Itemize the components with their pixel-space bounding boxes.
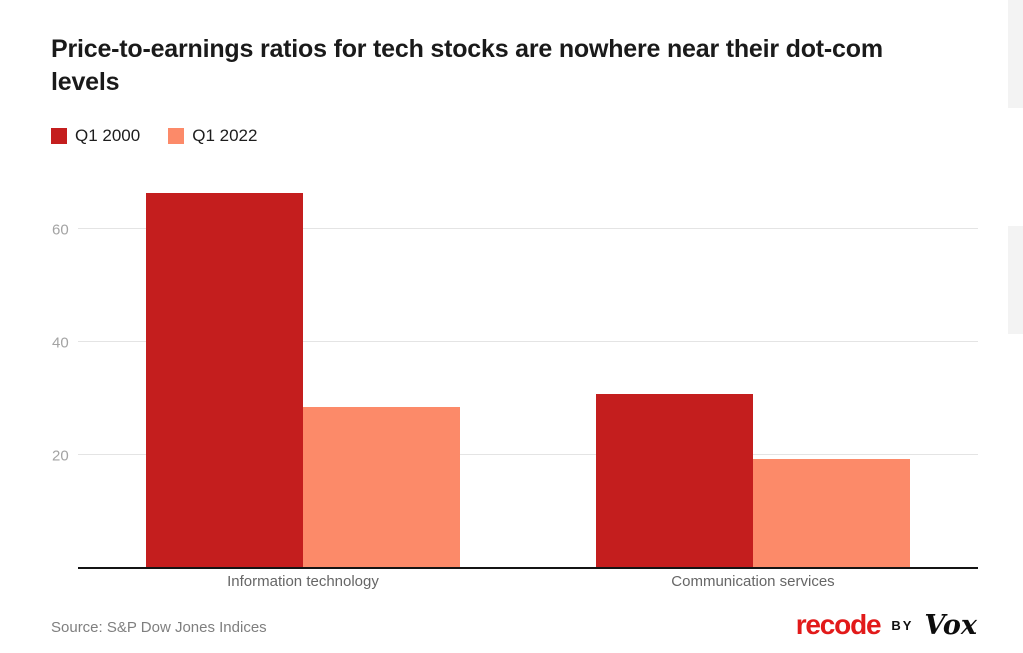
legend: Q1 2000 Q1 2022: [51, 126, 257, 146]
brand-lockup: recode BY Vox: [796, 609, 977, 641]
source-note: Source: S&P Dow Jones Indices: [51, 619, 267, 636]
legend-label-q1-2000: Q1 2000: [75, 126, 141, 145]
legend-label-q1-2022: Q1 2022: [192, 126, 258, 145]
legend-swatch-q1-2000: [51, 128, 67, 144]
cropped-content-artifact: [1008, 0, 1023, 108]
plot-area: 20 40 60: [52, 173, 978, 569]
bar-group-information-technology: [78, 173, 528, 568]
bar-q1-2000-information-technology: [146, 193, 303, 568]
x-axis-labels: Information technology Communication serv…: [78, 573, 978, 590]
bar-group-communication-services: [528, 173, 978, 568]
bar-q1-2000-communication-services: [596, 393, 753, 568]
legend-item-q1-2022: Q1 2022: [168, 126, 257, 146]
vox-logo: Vox: [924, 609, 977, 641]
by-label: BY: [891, 617, 914, 633]
bar-q1-2022-information-technology: [303, 406, 460, 568]
legend-item-q1-2000: Q1 2000: [51, 126, 140, 146]
gridline-60: [78, 228, 978, 230]
y-tick-label-60: 60: [52, 221, 69, 239]
chart-title: Price-to-earnings ratios for tech stocks…: [51, 34, 883, 97]
y-tick-label-40: 40: [52, 334, 69, 352]
recode-logo: recode: [795, 609, 882, 640]
x-axis-line: [78, 567, 978, 569]
bar-q1-2022-communication-services: [753, 459, 910, 568]
gridline-20: [78, 454, 978, 456]
y-tick-label-20: 20: [52, 447, 69, 465]
x-axis-label-communication-services: Communication services: [671, 573, 835, 590]
gridline-40: [78, 341, 978, 343]
legend-swatch-q1-2022: [168, 128, 185, 144]
cropped-content-artifact: [1008, 226, 1023, 334]
bar-groups: [78, 173, 978, 568]
x-axis-label-information-technology: Information technology: [227, 573, 379, 590]
